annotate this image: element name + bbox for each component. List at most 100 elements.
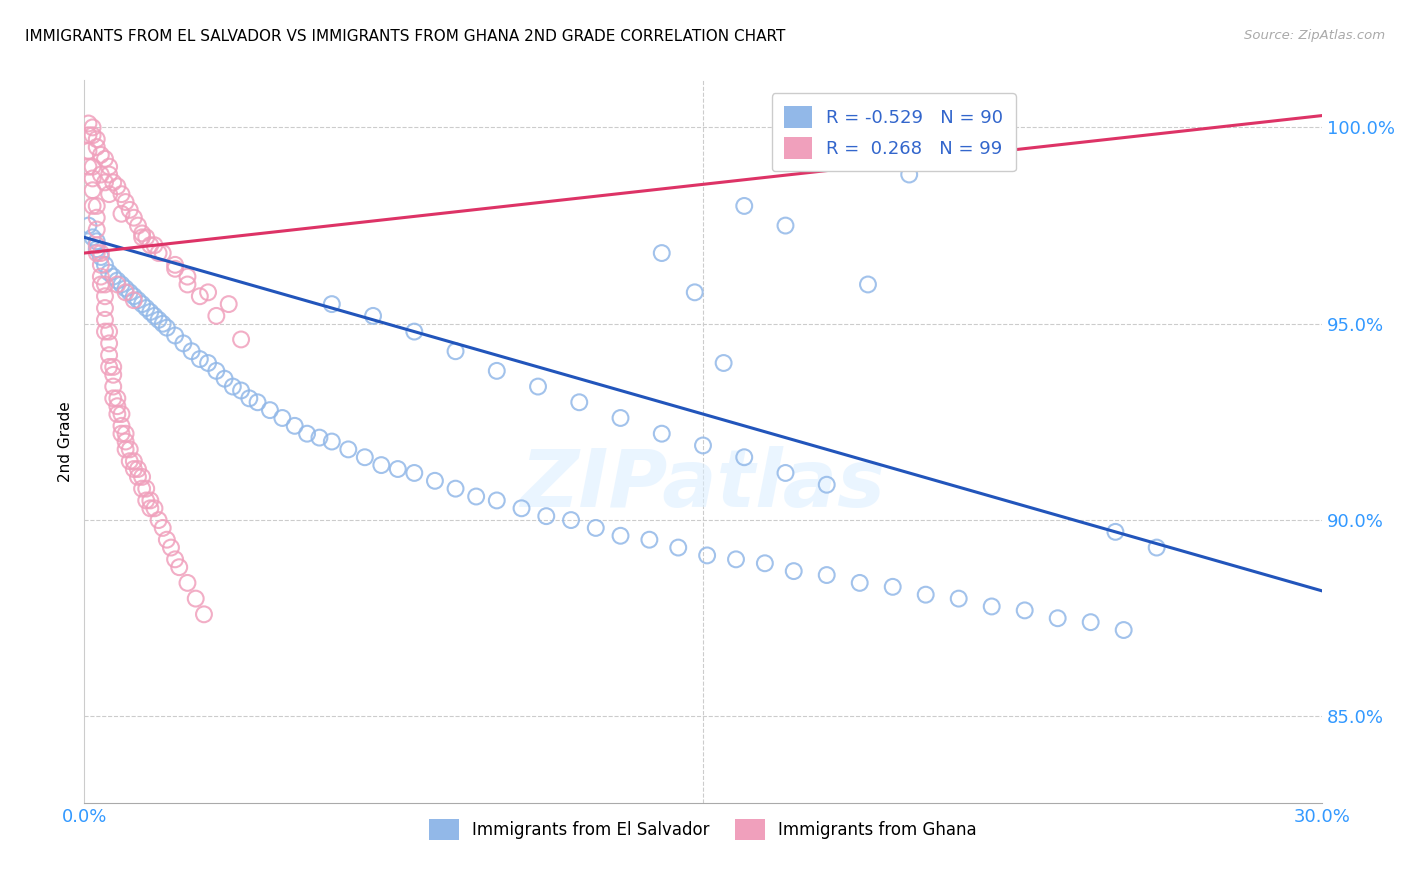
Point bbox=[90, 258, 112, 272]
Point bbox=[131, 230, 153, 244]
Point bbox=[94, 175, 117, 189]
Point bbox=[404, 466, 426, 480]
Point bbox=[103, 269, 125, 284]
Point bbox=[724, 552, 747, 566]
Point bbox=[205, 309, 228, 323]
Point bbox=[176, 277, 198, 292]
Point bbox=[127, 293, 149, 308]
Point bbox=[122, 293, 145, 308]
Point bbox=[110, 418, 132, 433]
Point bbox=[82, 171, 104, 186]
Point bbox=[143, 309, 166, 323]
Point bbox=[156, 533, 179, 547]
Point bbox=[361, 309, 384, 323]
Point bbox=[103, 392, 125, 406]
Point bbox=[1146, 541, 1168, 555]
Point bbox=[609, 411, 631, 425]
Point bbox=[90, 148, 112, 162]
Point bbox=[103, 359, 125, 374]
Point bbox=[1104, 524, 1126, 539]
Point bbox=[651, 426, 673, 441]
Point bbox=[783, 564, 806, 578]
Point bbox=[165, 261, 187, 276]
Point bbox=[404, 325, 426, 339]
Point bbox=[105, 277, 128, 292]
Point bbox=[98, 168, 121, 182]
Point bbox=[127, 219, 149, 233]
Point bbox=[527, 379, 550, 393]
Point bbox=[122, 211, 145, 225]
Point bbox=[609, 529, 631, 543]
Point bbox=[184, 591, 207, 606]
Point bbox=[94, 277, 117, 292]
Text: ZIPatlas: ZIPatlas bbox=[520, 446, 886, 524]
Point bbox=[180, 344, 202, 359]
Point bbox=[271, 411, 294, 425]
Point bbox=[980, 599, 1002, 614]
Point bbox=[114, 194, 136, 209]
Point bbox=[98, 359, 121, 374]
Point bbox=[82, 199, 104, 213]
Point bbox=[143, 501, 166, 516]
Point bbox=[118, 202, 141, 217]
Point bbox=[148, 513, 170, 527]
Point bbox=[156, 320, 179, 334]
Point bbox=[638, 533, 661, 547]
Point bbox=[1014, 603, 1036, 617]
Point bbox=[193, 607, 215, 622]
Point bbox=[86, 242, 108, 256]
Point bbox=[152, 521, 174, 535]
Point bbox=[90, 246, 112, 260]
Point bbox=[188, 289, 211, 303]
Point bbox=[122, 454, 145, 468]
Point bbox=[131, 297, 153, 311]
Point bbox=[733, 450, 755, 465]
Point bbox=[122, 462, 145, 476]
Point bbox=[510, 501, 533, 516]
Point bbox=[815, 568, 838, 582]
Point bbox=[387, 462, 409, 476]
Point bbox=[143, 238, 166, 252]
Point bbox=[90, 277, 112, 292]
Point bbox=[1080, 615, 1102, 630]
Point bbox=[246, 395, 269, 409]
Point bbox=[94, 313, 117, 327]
Point bbox=[152, 246, 174, 260]
Point bbox=[114, 281, 136, 295]
Point bbox=[165, 552, 187, 566]
Point bbox=[696, 549, 718, 563]
Point bbox=[948, 591, 970, 606]
Point bbox=[370, 458, 392, 472]
Point bbox=[139, 238, 162, 252]
Point bbox=[229, 333, 252, 347]
Point bbox=[86, 238, 108, 252]
Point bbox=[98, 336, 121, 351]
Point bbox=[733, 199, 755, 213]
Point bbox=[1046, 611, 1069, 625]
Point bbox=[848, 575, 870, 590]
Point bbox=[122, 289, 145, 303]
Point bbox=[90, 269, 112, 284]
Point bbox=[90, 168, 112, 182]
Point bbox=[536, 509, 558, 524]
Point bbox=[167, 560, 190, 574]
Point bbox=[188, 352, 211, 367]
Point bbox=[135, 482, 157, 496]
Point bbox=[118, 285, 141, 300]
Point bbox=[214, 372, 236, 386]
Point bbox=[110, 426, 132, 441]
Point bbox=[160, 541, 183, 555]
Point bbox=[485, 493, 508, 508]
Point bbox=[585, 521, 607, 535]
Point bbox=[444, 482, 467, 496]
Point bbox=[775, 219, 797, 233]
Point bbox=[118, 454, 141, 468]
Point bbox=[105, 399, 128, 413]
Point bbox=[127, 462, 149, 476]
Point bbox=[148, 313, 170, 327]
Point bbox=[713, 356, 735, 370]
Point bbox=[110, 277, 132, 292]
Y-axis label: 2nd Grade: 2nd Grade bbox=[58, 401, 73, 482]
Point bbox=[98, 160, 121, 174]
Point bbox=[135, 493, 157, 508]
